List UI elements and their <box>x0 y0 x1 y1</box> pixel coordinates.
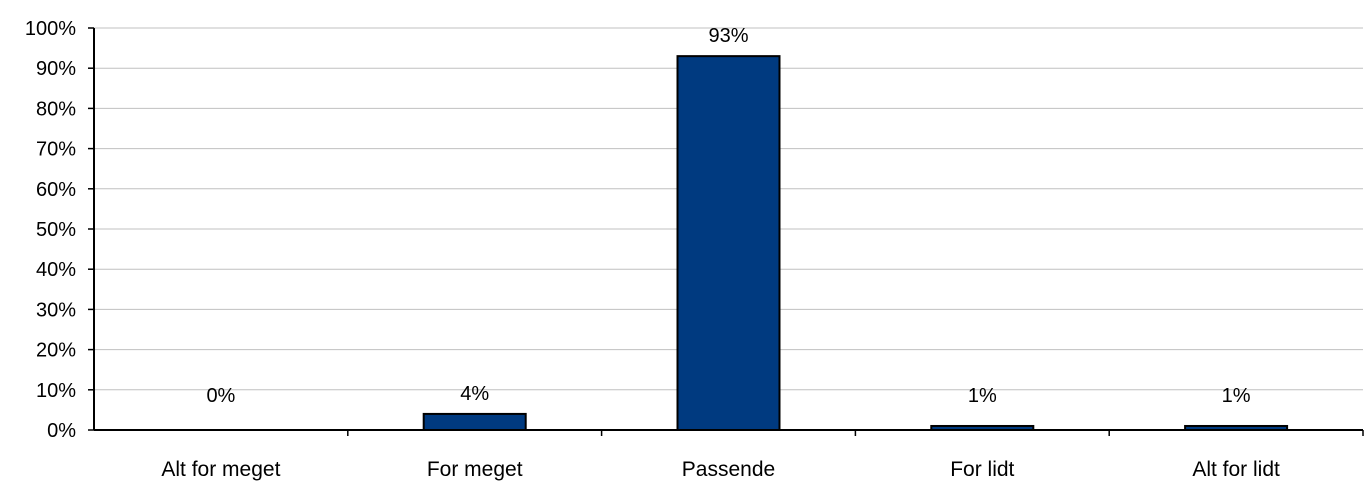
y-tick-label: 40% <box>36 259 76 281</box>
data-label: 1% <box>1222 385 1251 407</box>
bars <box>422 55 1289 432</box>
data-label: 1% <box>968 385 997 407</box>
x-tick-label: Alt for meget <box>161 458 280 481</box>
y-tick-label: 30% <box>36 299 76 321</box>
data-label: 0% <box>206 385 235 407</box>
data-labels: 0% 4% 93% 1% 1% <box>206 25 1250 407</box>
x-tick-label: For meget <box>427 458 523 481</box>
y-tick-label: 90% <box>36 58 76 80</box>
x-tick-label: Passende <box>682 458 775 481</box>
bar <box>422 412 527 432</box>
y-tick-label: 20% <box>36 340 76 362</box>
data-label: 4% <box>460 383 489 405</box>
bar <box>676 55 781 431</box>
x-tick-label: Alt for lidt <box>1192 458 1280 481</box>
y-tick-label: 50% <box>36 219 76 241</box>
y-tick-label: 60% <box>36 179 76 201</box>
data-label: 93% <box>708 25 748 47</box>
y-tick-label: 10% <box>36 380 76 402</box>
y-tick-label: 80% <box>36 98 76 120</box>
y-axis-ticks: 0% 10% 20% 30% 40% 50% 60% 70% 80% 90% 100% <box>25 18 94 442</box>
y-tick-label: 70% <box>36 139 76 161</box>
y-tick-label: 0% <box>47 420 76 442</box>
x-tick-label: For lidt <box>950 458 1014 481</box>
x-axis-labels: Alt for meget For meget Passende For lidt Al… <box>161 430 1364 481</box>
y-tick-label: 100% <box>25 18 76 40</box>
